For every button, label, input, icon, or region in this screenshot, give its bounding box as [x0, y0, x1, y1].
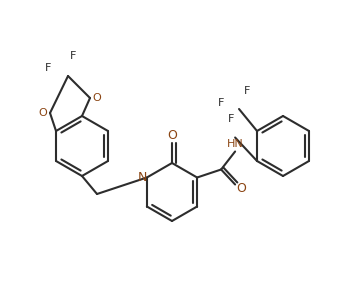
- Text: O: O: [93, 93, 101, 103]
- Text: O: O: [39, 108, 47, 118]
- Text: F: F: [228, 114, 234, 124]
- Text: F: F: [45, 63, 51, 73]
- Text: F: F: [218, 98, 224, 108]
- Text: F: F: [244, 86, 250, 96]
- Text: O: O: [167, 128, 177, 141]
- Text: HN: HN: [227, 138, 243, 148]
- Text: O: O: [236, 182, 246, 195]
- Text: N: N: [138, 171, 147, 184]
- Text: F: F: [70, 51, 76, 61]
